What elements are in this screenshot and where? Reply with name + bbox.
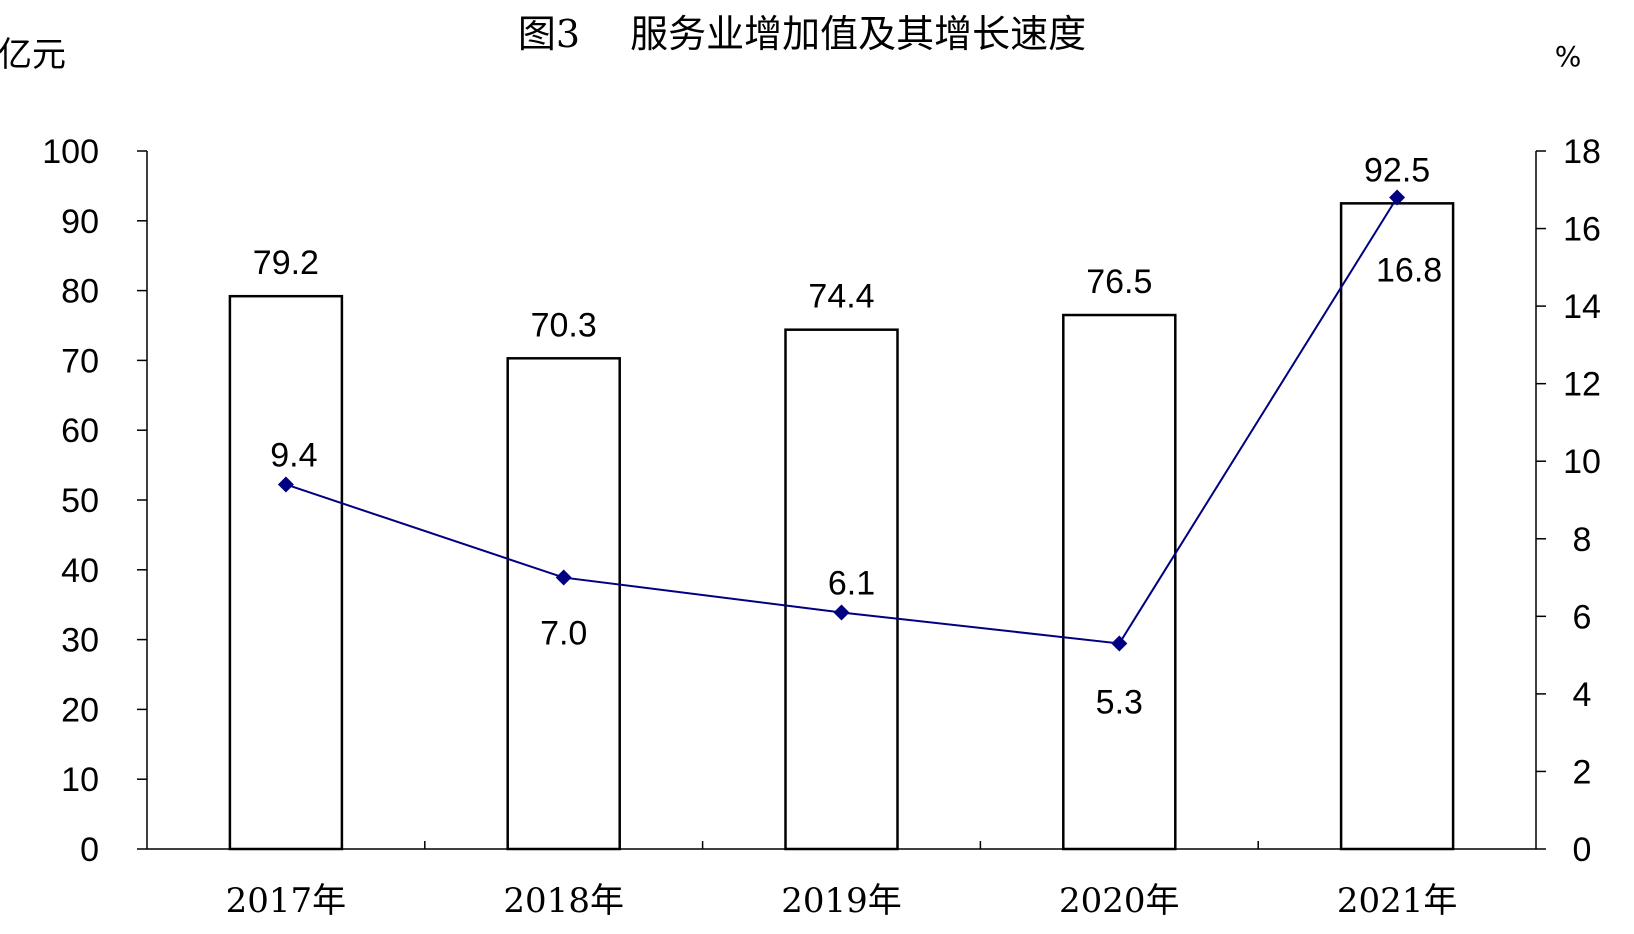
line-value-label: 9.4 [270, 436, 317, 474]
right-axis-tick-label: 2 [1573, 753, 1592, 791]
right-axis-tick-label: 10 [1563, 443, 1601, 481]
x-axis-category-label: 2020年 [1059, 881, 1180, 921]
bar [1339, 202, 1455, 851]
right-axis-tick-label: 4 [1573, 676, 1592, 714]
x-axis-category-label: 2021年 [1337, 881, 1458, 921]
left-axis-tick-label: 70 [61, 342, 99, 380]
line-marker [1111, 635, 1128, 652]
bar-value-label: 70.3 [531, 306, 597, 344]
left-axis-tick-label: 90 [61, 203, 99, 241]
left-axis-tick-label: 100 [42, 133, 99, 171]
left-axis-tick-label: 0 [80, 831, 99, 869]
right-axis-tick-label: 16 [1563, 211, 1601, 249]
left-axis-tick-label: 40 [61, 552, 99, 590]
bar-value-label: 74.4 [808, 278, 874, 316]
x-axis-category-label: 2017年 [226, 881, 347, 921]
chart-title: 图3 服务业增加值及其增长速度 [518, 12, 1086, 56]
line-marker [833, 604, 850, 621]
left-axis-tick-label: 50 [61, 482, 99, 520]
line-marker [1389, 189, 1406, 206]
line-marker [555, 569, 572, 586]
right-axis-unit: % [1555, 40, 1582, 73]
left-axis-tick-label: 10 [61, 761, 99, 799]
right-axis-tick-label: 18 [1563, 133, 1601, 171]
left-axis-unit: 亿元 [0, 35, 66, 75]
bar-value-label: 92.5 [1364, 151, 1430, 189]
line-marker [277, 476, 294, 493]
bar [784, 328, 899, 851]
bar [506, 357, 621, 851]
bar [228, 294, 344, 851]
x-axis-category-label: 2019年 [781, 881, 902, 921]
left-axis-tick-label: 60 [61, 412, 99, 450]
bar-value-label: 76.5 [1086, 263, 1152, 301]
line-value-label: 7.0 [540, 615, 587, 653]
right-axis-tick-label: 8 [1573, 521, 1592, 559]
left-axis-tick-label: 80 [61, 273, 99, 311]
right-axis-tick-label: 14 [1563, 288, 1601, 326]
bar-value-label: 79.2 [253, 244, 319, 282]
line-value-label: 16.8 [1376, 252, 1442, 290]
right-axis-tick-label: 6 [1573, 598, 1592, 636]
left-axis-tick-label: 30 [61, 622, 99, 660]
right-axis-tick-label: 0 [1573, 831, 1592, 869]
line-value-label: 5.3 [1096, 683, 1143, 721]
right-axis-tick-label: 12 [1563, 366, 1601, 404]
x-axis-category-label: 2018年 [503, 881, 624, 921]
left-axis-tick-label: 20 [61, 691, 99, 729]
line-value-label: 6.1 [828, 564, 875, 602]
